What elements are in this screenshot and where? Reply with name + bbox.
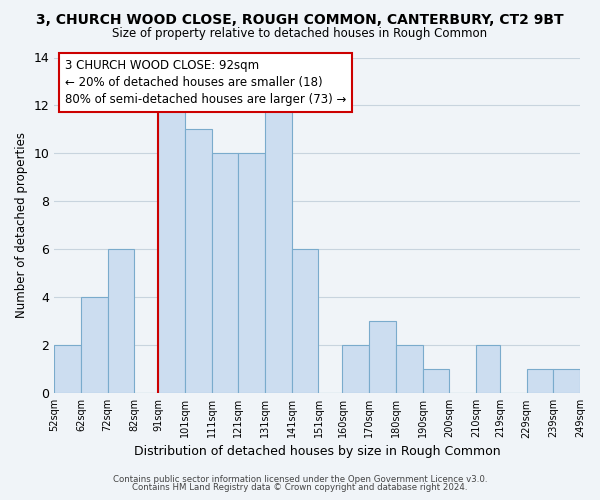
Bar xyxy=(422,370,449,394)
Bar xyxy=(292,250,319,394)
Bar xyxy=(265,106,292,394)
Bar xyxy=(81,298,107,394)
Text: 3, CHURCH WOOD CLOSE, ROUGH COMMON, CANTERBURY, CT2 9BT: 3, CHURCH WOOD CLOSE, ROUGH COMMON, CANT… xyxy=(36,12,564,26)
Bar xyxy=(476,346,500,394)
Bar xyxy=(343,346,369,394)
Bar xyxy=(158,106,185,394)
Text: Contains HM Land Registry data © Crown copyright and database right 2024.: Contains HM Land Registry data © Crown c… xyxy=(132,484,468,492)
Bar xyxy=(369,322,396,394)
Bar xyxy=(212,154,238,394)
Bar xyxy=(107,250,134,394)
Text: 3 CHURCH WOOD CLOSE: 92sqm
← 20% of detached houses are smaller (18)
80% of semi: 3 CHURCH WOOD CLOSE: 92sqm ← 20% of deta… xyxy=(65,59,346,106)
Bar xyxy=(553,370,580,394)
Text: Size of property relative to detached houses in Rough Common: Size of property relative to detached ho… xyxy=(112,28,488,40)
Bar xyxy=(396,346,422,394)
Text: Contains public sector information licensed under the Open Government Licence v3: Contains public sector information licen… xyxy=(113,474,487,484)
Bar xyxy=(527,370,553,394)
Bar xyxy=(185,130,212,394)
Y-axis label: Number of detached properties: Number of detached properties xyxy=(15,132,28,318)
X-axis label: Distribution of detached houses by size in Rough Common: Distribution of detached houses by size … xyxy=(134,444,500,458)
Bar xyxy=(54,346,81,394)
Bar xyxy=(238,154,265,394)
